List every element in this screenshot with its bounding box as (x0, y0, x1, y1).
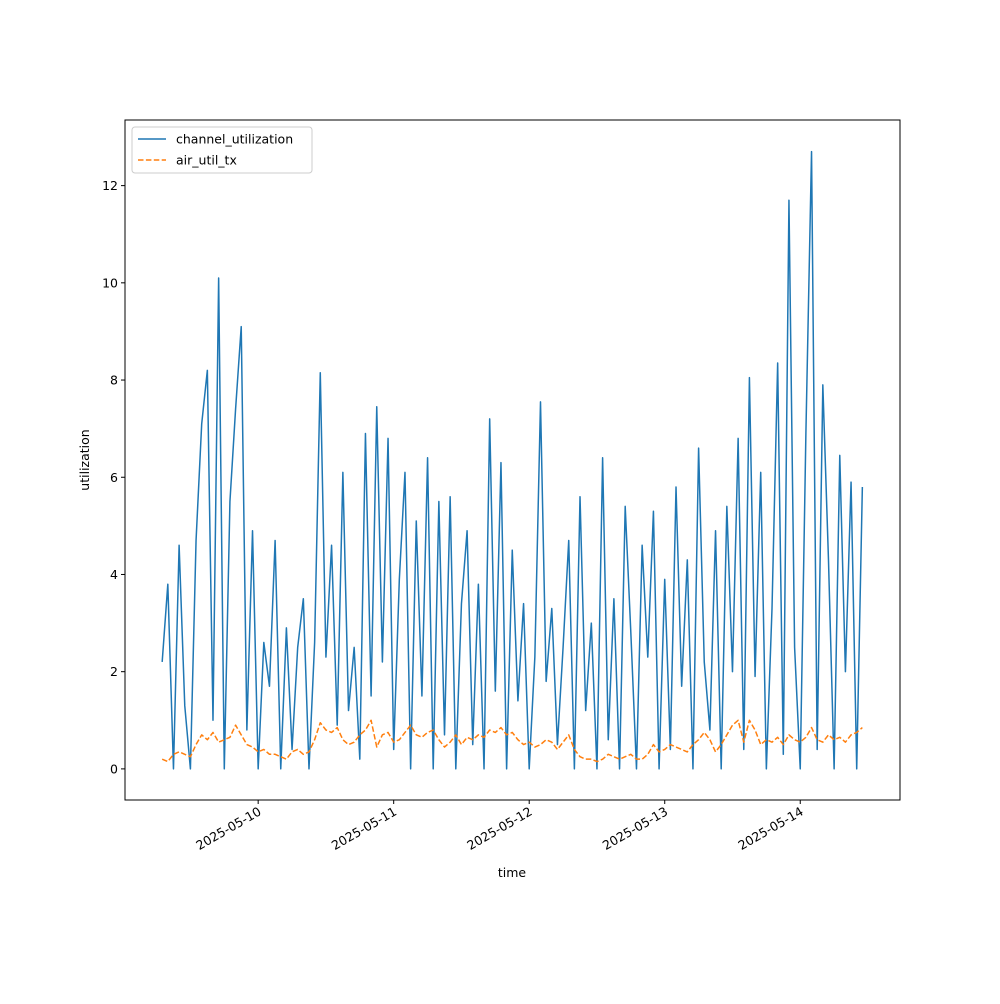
x-axis-label: time (498, 865, 527, 880)
y-tick-label: 0 (110, 761, 118, 776)
y-tick-label: 8 (110, 373, 118, 388)
legend-box (131, 126, 313, 174)
y-tick-label: 12 (102, 178, 118, 193)
legend-label: channel_utilization (176, 132, 293, 147)
y-tick-label: 4 (110, 567, 118, 582)
plot-frame (124, 119, 901, 801)
y-tick-label: 2 (110, 664, 118, 679)
x-tick-label: 2025-05-12 (464, 804, 534, 853)
x-tick-label: 2025-05-13 (600, 804, 670, 853)
x-tick-label: 2025-05-11 (329, 804, 399, 853)
x-tick-label: 2025-05-10 (193, 804, 263, 853)
y-tick-label: 6 (110, 470, 118, 485)
data-line (161, 150, 864, 770)
legend-label: air_util_tx (176, 153, 237, 168)
y-axis-label: utilization (77, 429, 92, 490)
legend: channel_utilization air_util_tx (131, 126, 313, 174)
y-tick-label: 10 (102, 275, 118, 290)
data-line (161, 719, 863, 763)
x-tick-label: 2025-05-14 (735, 804, 805, 853)
